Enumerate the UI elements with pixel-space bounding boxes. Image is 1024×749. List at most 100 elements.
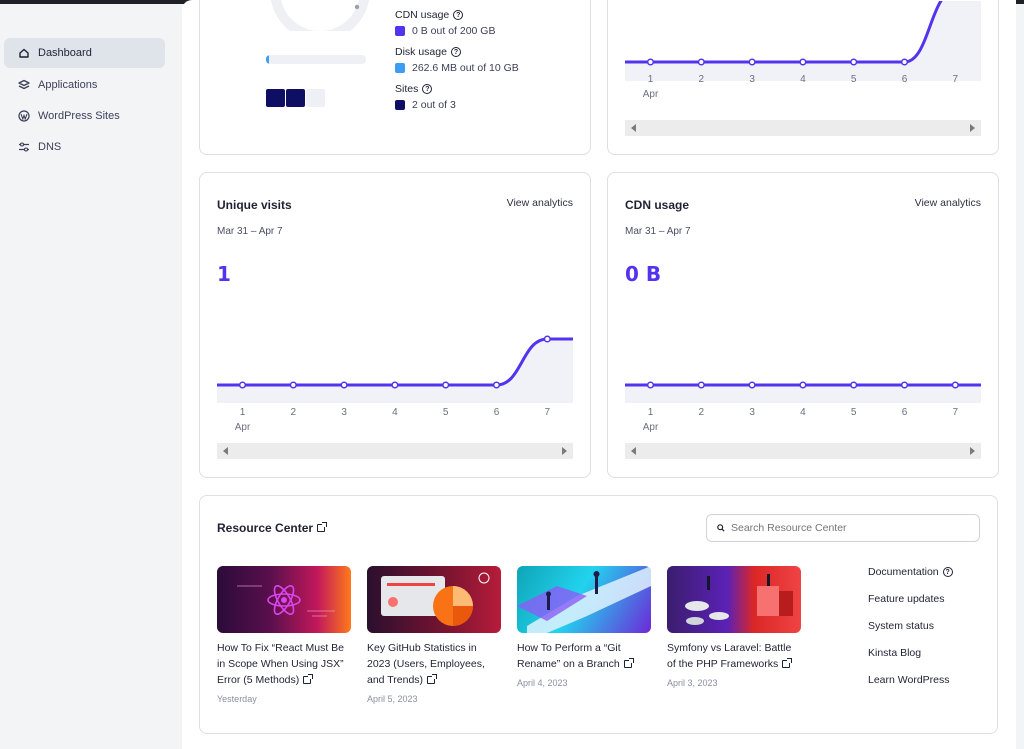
article-title-text: How To Perform a “Git Rename” on a Branc… [517,642,621,670]
article-thumbnail[interactable] [517,566,651,633]
chart-point[interactable] [748,58,756,66]
x-tick-label: 3 [749,407,755,418]
chart-point[interactable] [646,381,655,389]
chart-point[interactable] [391,381,399,389]
sites-label-text: Sites [395,83,419,95]
chart-point[interactable] [799,58,807,66]
cdn-usage-chart [625,381,981,403]
chart-point[interactable] [697,381,705,389]
help-icon: ? [942,567,953,577]
article-card[interactable]: Key GitHub Statistics in 2023 (Users, Em… [367,566,501,704]
git-branch-illustration-icon [517,566,651,633]
chart-point[interactable] [799,381,807,389]
x-tick-label: 7 [952,407,959,418]
sidebar-item-wordpress-sites[interactable]: WordPress Sites [4,101,165,131]
view-analytics-link[interactable]: View analytics [914,197,981,209]
system-status-link[interactable]: System status [868,620,934,632]
sites-bar-segment [266,89,285,107]
external-link-icon [303,674,314,684]
article-thumbnail[interactable] [217,566,351,633]
unique-visits-total: 1 [217,262,231,286]
search-icon [717,524,725,532]
view-analytics-link[interactable]: View analytics [506,197,573,209]
unique-visits-scrollbar[interactable] [217,443,573,459]
chart-point[interactable] [442,381,450,389]
help-icon[interactable]: ? [422,84,433,94]
chart-point[interactable] [900,58,909,66]
chart-point[interactable] [492,381,501,389]
cdn-usage-total: 0 B [625,262,662,286]
x-month-label: Apr [234,422,251,433]
sidebar-item-label: DNS [38,141,62,153]
scroll-left-arrow-icon[interactable] [631,447,636,455]
article-title[interactable]: Key GitHub Statistics in 2023 (Users, Em… [367,640,501,688]
article-thumbnail[interactable] [367,566,501,633]
disk-usage-value-text: 262.6 MB out of 10 GB [412,62,519,74]
help-icon[interactable]: ? [450,47,461,57]
article-card[interactable]: How To Perform a “Git Rename” on a Branc… [517,566,651,688]
cdn-usage-scrollbar[interactable] [625,443,981,459]
stats-chart-icon [381,572,490,626]
article-title-text: Key GitHub Statistics in 2023 (Users, Em… [367,642,485,686]
chart-point[interactable] [646,58,655,66]
layers-icon [18,79,30,90]
external-link-icon [427,674,438,684]
cdn-usage-label: CDN usage ? [395,9,464,21]
chart-point[interactable] [951,381,959,389]
scroll-right-arrow-icon[interactable] [562,447,567,455]
sidebar-item-applications[interactable]: Applications [4,70,165,100]
x-month-label: Apr [642,422,659,433]
cdn-usage-value-text: 0 B out of 200 GB [412,25,496,37]
kinsta-blog-link[interactable]: Kinsta Blog [868,647,922,659]
x-tick-label: 1 [647,407,654,418]
article-card[interactable]: How To Fix “React Must Be in Scope When … [217,566,351,704]
learn-wordpress-link[interactable]: Learn WordPress [868,674,950,686]
x-tick-label: 4 [800,74,806,85]
chart-point[interactable] [543,335,551,343]
chart-area-fill [625,1,981,81]
unique-visits-chart [217,335,573,403]
article-title[interactable]: Symfony vs Laravel: Battle of the PHP Fr… [667,640,801,672]
date-range: Mar 31 – Apr 7 [625,226,691,237]
search-input[interactable] [731,522,961,534]
article-title[interactable]: How To Perform a “Git Rename” on a Branc… [517,640,651,672]
chart-point[interactable] [850,381,858,389]
chart-point[interactable] [850,58,858,66]
feature-updates-link[interactable]: Feature updates [868,593,945,605]
scroll-left-arrow-icon[interactable] [223,447,228,455]
article-date: April 4, 2023 [517,678,568,688]
x-tick-label: 6 [901,407,908,418]
article-card[interactable]: Symfony vs Laravel: Battle of the PHP Fr… [667,566,801,688]
sidebar-item-dashboard[interactable]: Dashboard [4,38,165,68]
unique-visits-card: Unique visits View analytics Mar 31 – Ap… [199,172,591,478]
resource-center-title-text: Resource Center [217,521,314,535]
sidebar-item-label: Applications [38,79,98,91]
scroll-left-arrow-icon[interactable] [631,124,636,132]
article-thumbnail[interactable] [667,566,801,633]
x-tick-label: 5 [442,407,449,418]
scroll-right-arrow-icon[interactable] [970,447,975,455]
scroll-right-arrow-icon[interactable] [970,124,975,132]
chart-point[interactable] [289,381,297,389]
x-tick-label: 1 [239,407,246,418]
chart-point[interactable] [748,381,756,389]
sites-bar-segment [286,89,305,107]
top-chart-scrollbar[interactable] [625,120,981,136]
article-title-text: Symfony vs Laravel: Battle of the PHP Fr… [667,642,792,670]
article-title[interactable]: How To Fix “React Must Be in Scope When … [217,640,351,688]
documentation-link[interactable]: Documentation ? [868,566,953,578]
chart-point[interactable] [238,381,247,389]
sites-color-swatch [395,100,405,110]
chart-point[interactable] [697,58,705,66]
resource-search-box[interactable] [706,514,980,542]
sidebar-item-dns[interactable]: DNS [4,132,165,162]
help-icon[interactable]: ? [453,10,464,20]
x-tick-label: 2 [290,407,297,418]
external-link-icon [317,522,328,532]
chart-point[interactable] [900,381,909,389]
resource-center-title[interactable]: Resource Center [217,521,328,535]
chart-point[interactable] [340,381,348,389]
x-tick-label: 7 [544,407,551,418]
x-tick-label: 3 [341,407,347,418]
article-date: Yesterday [217,694,257,704]
